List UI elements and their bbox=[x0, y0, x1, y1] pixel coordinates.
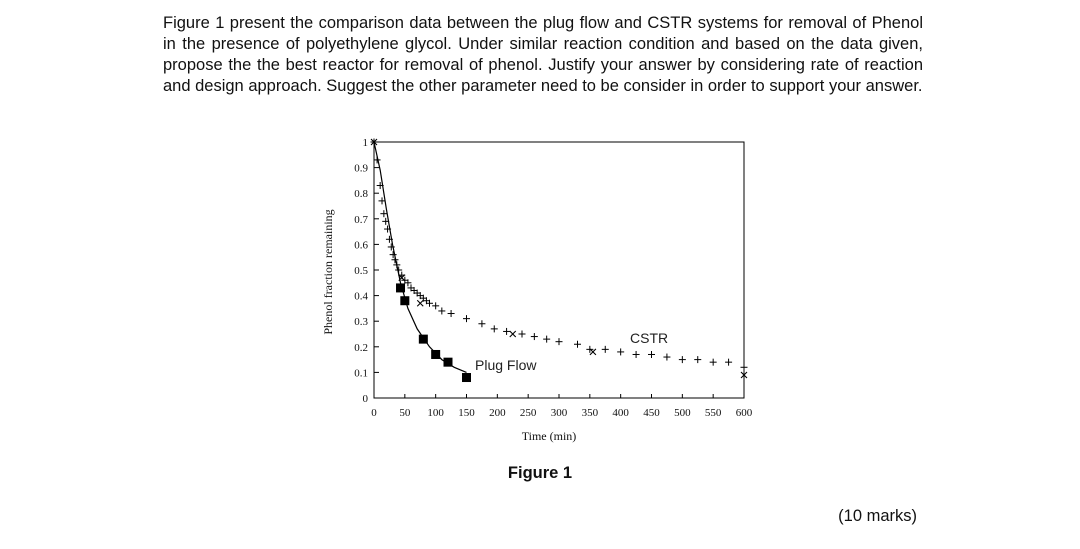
plug-flow-point bbox=[396, 283, 406, 293]
plug-flow-point bbox=[462, 373, 471, 383]
cstr-point bbox=[678, 356, 686, 364]
x-tick-label: 100 bbox=[427, 407, 444, 419]
cstr-point bbox=[530, 333, 538, 341]
cstr-point bbox=[518, 330, 526, 338]
cstr-point bbox=[601, 345, 609, 353]
cstr-point bbox=[378, 197, 386, 205]
cstr-annotation: CSTR bbox=[630, 330, 668, 346]
y-tick-label: 0.7 bbox=[354, 214, 368, 226]
y-tick-label: 0.1 bbox=[354, 367, 368, 379]
y-tick-label: 0.9 bbox=[354, 163, 368, 175]
plug-flow-annotation: Plug Flow bbox=[475, 357, 537, 373]
plug-flow-point bbox=[418, 334, 428, 344]
y-tick-label: 0.4 bbox=[354, 291, 368, 303]
cstr-point bbox=[426, 299, 433, 307]
x-marker-point bbox=[416, 299, 424, 307]
cstr-point bbox=[404, 279, 412, 287]
cstr-point bbox=[384, 225, 392, 233]
cstr-point bbox=[447, 310, 455, 318]
cstr-point bbox=[617, 348, 625, 356]
cstr-point bbox=[632, 350, 640, 358]
cstr-point bbox=[395, 266, 403, 274]
y-axis-label: Phenol fraction remaining bbox=[321, 209, 335, 334]
marks-label: (10 marks) bbox=[838, 507, 917, 525]
x-marker-point bbox=[589, 348, 597, 356]
x-tick-label: 50 bbox=[399, 407, 411, 419]
x-tick-label: 550 bbox=[705, 407, 722, 419]
x-tick-label: 450 bbox=[643, 407, 660, 419]
plug-flow-point bbox=[400, 296, 410, 306]
phenol-removal-chart: 0 0.1 0.2 0.3 0.4 0.5 0.6 0.7 0.8 0.9 1 0 50 100 150 2… bbox=[321, 137, 753, 443]
cstr-point bbox=[463, 315, 470, 323]
plot-frame bbox=[373, 141, 745, 399]
cstr-point bbox=[382, 217, 390, 225]
x-axis-label: Time (min) bbox=[522, 429, 577, 443]
plug-flow-point bbox=[443, 357, 453, 367]
y-tick-label: 0.5 bbox=[354, 265, 368, 277]
x-tick-label: 200 bbox=[489, 407, 506, 419]
cstr-point bbox=[648, 350, 655, 358]
cstr-point bbox=[380, 210, 388, 218]
cstr-point bbox=[393, 261, 401, 269]
cstr-point bbox=[432, 302, 440, 310]
x-marker-point bbox=[398, 274, 406, 282]
cstr-point bbox=[387, 243, 395, 251]
plug-flow-point bbox=[431, 349, 441, 359]
cstr-point bbox=[385, 235, 393, 243]
x-axis-ticks: 0 50 100 150 200 250 300 350 400 450 500 550 600 bbox=[371, 394, 753, 419]
cstr-point bbox=[503, 327, 511, 335]
cstr-point bbox=[376, 182, 384, 190]
x-tick-label: 500 bbox=[674, 407, 691, 419]
x-tick-label: 0 bbox=[371, 407, 377, 419]
question-text: Figure 1 present the comparison data bet… bbox=[163, 14, 923, 95]
x-marker-point bbox=[509, 330, 517, 338]
y-tick-label: 0.3 bbox=[354, 316, 368, 328]
y-tick-label: 0.8 bbox=[354, 188, 368, 200]
x-tick-label: 150 bbox=[458, 407, 475, 419]
y-axis-ticks: 0 0.1 0.2 0.3 0.4 0.5 0.6 0.7 0.8 0.9 1 bbox=[354, 137, 379, 405]
cstr-point bbox=[574, 340, 581, 348]
cstr-point bbox=[373, 156, 381, 164]
cstr-point bbox=[478, 320, 486, 328]
cstr-point bbox=[438, 307, 446, 315]
cstr-point bbox=[725, 358, 733, 366]
cstr-point bbox=[694, 356, 702, 364]
y-tick-label: 0 bbox=[363, 393, 369, 405]
y-tick-label: 1 bbox=[363, 137, 369, 149]
y-tick-label: 0.2 bbox=[354, 342, 368, 354]
x-tick-label: 350 bbox=[582, 407, 599, 419]
x-tick-label: 300 bbox=[551, 407, 568, 419]
cstr-point bbox=[663, 353, 671, 361]
x-tick-label: 250 bbox=[520, 407, 537, 419]
data-markers bbox=[370, 138, 748, 383]
x-tick-label: 600 bbox=[736, 407, 753, 419]
cstr-point bbox=[490, 325, 498, 333]
cstr-point bbox=[555, 338, 563, 346]
cstr-point bbox=[391, 256, 399, 264]
cstr-point bbox=[389, 251, 397, 259]
y-tick-label: 0.6 bbox=[354, 239, 368, 251]
figure-caption: Figure 1 bbox=[507, 464, 573, 482]
cstr-point bbox=[709, 358, 717, 366]
x-tick-label: 400 bbox=[612, 407, 629, 419]
cstr-point bbox=[543, 335, 551, 343]
